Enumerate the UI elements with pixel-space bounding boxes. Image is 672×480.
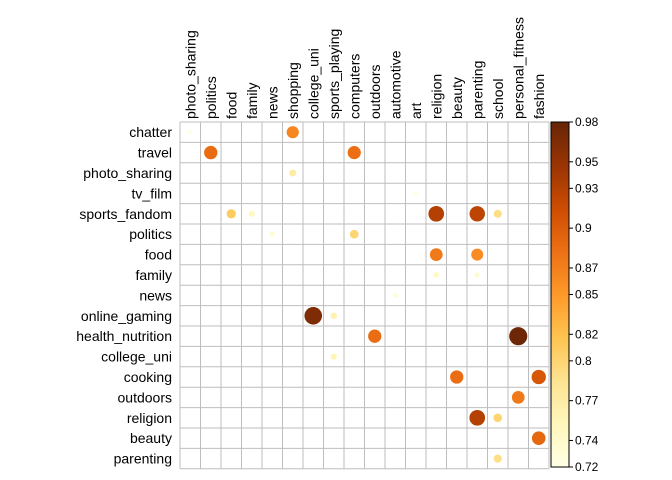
data-point bbox=[493, 413, 503, 423]
colorbar-tick-label: 0.77 bbox=[575, 394, 599, 408]
column-label: fashion bbox=[531, 74, 547, 119]
data-point bbox=[450, 370, 464, 384]
column-label: food bbox=[223, 92, 239, 119]
data-point bbox=[469, 206, 485, 222]
row-label: online_gaming bbox=[81, 308, 172, 324]
data-points bbox=[188, 126, 546, 463]
data-point bbox=[188, 129, 193, 135]
data-point bbox=[304, 307, 323, 325]
row-label: health_nutrition bbox=[76, 328, 172, 344]
column-label: photo_sharing bbox=[182, 30, 198, 119]
row-label: family bbox=[135, 267, 172, 283]
colorbar-tick-label: 0.72 bbox=[575, 460, 599, 474]
data-point bbox=[269, 231, 275, 237]
row-label: religion bbox=[127, 410, 172, 426]
colorbar-tick-label: 0.93 bbox=[575, 181, 599, 195]
colorbar: 0.72 0.74 0.77 0.8 0.82 0.85 0.87 0.9 0.93 0.95 0.… bbox=[550, 115, 599, 474]
row-label: beauty bbox=[130, 430, 172, 446]
column-label: sports_playing bbox=[326, 29, 342, 119]
row-label: college_uni bbox=[101, 349, 172, 365]
colorbar-tick-label: 0.85 bbox=[575, 288, 599, 302]
data-point bbox=[368, 329, 382, 343]
data-point bbox=[511, 391, 525, 404]
column-labels: photo_sharing politics food family news shopp… bbox=[182, 17, 547, 119]
column-label: beauty bbox=[449, 77, 465, 119]
column-label: news bbox=[264, 86, 280, 119]
column-label: personal_fitness bbox=[510, 17, 526, 119]
colorbar-tick-label: 0.95 bbox=[575, 155, 599, 169]
column-label: outdoors bbox=[367, 65, 383, 119]
data-point bbox=[471, 248, 484, 261]
data-point bbox=[286, 126, 299, 139]
colorbar-tick-label: 0.74 bbox=[575, 433, 599, 447]
column-label: computers bbox=[346, 54, 362, 119]
column-label: school bbox=[490, 79, 506, 119]
row-label: travel bbox=[138, 145, 172, 161]
row-label: politics bbox=[129, 226, 172, 242]
row-label: food bbox=[145, 247, 172, 263]
row-label: chatter bbox=[129, 124, 172, 140]
colorbar-tick-label: 0.82 bbox=[575, 327, 599, 341]
column-label: art bbox=[408, 103, 424, 119]
row-label: cooking bbox=[124, 369, 172, 385]
data-point bbox=[347, 146, 361, 160]
colorbar-tick-label: 0.98 bbox=[575, 115, 599, 129]
data-point bbox=[413, 191, 418, 196]
row-labels: chatter travel photo_sharing tv_film sports_… bbox=[76, 124, 172, 466]
column-label: shopping bbox=[285, 62, 301, 119]
column-label: college_uni bbox=[305, 48, 321, 119]
row-label: outdoors bbox=[118, 389, 172, 405]
row-label: news bbox=[139, 287, 172, 303]
data-point bbox=[349, 229, 359, 239]
data-point bbox=[493, 209, 502, 218]
data-point bbox=[469, 409, 486, 426]
data-point bbox=[226, 209, 236, 219]
data-point bbox=[433, 272, 440, 278]
data-point bbox=[392, 292, 398, 298]
data-point bbox=[428, 205, 445, 222]
row-label: photo_sharing bbox=[83, 165, 172, 181]
row-label: tv_film bbox=[132, 185, 172, 201]
colorbar-tick-label: 0.9 bbox=[575, 221, 592, 235]
row-label: parenting bbox=[114, 451, 172, 467]
column-label: automotive bbox=[387, 50, 403, 119]
column-label: parenting bbox=[469, 61, 485, 119]
row-label: sports_fandom bbox=[79, 206, 172, 222]
data-point bbox=[204, 145, 218, 160]
data-point bbox=[330, 353, 337, 360]
data-point bbox=[531, 431, 546, 445]
colorbar-tick-label: 0.8 bbox=[575, 354, 592, 368]
colorbar-scale bbox=[550, 121, 570, 468]
column-label: politics bbox=[203, 76, 219, 119]
data-point bbox=[474, 272, 480, 278]
column-label: religion bbox=[428, 74, 444, 119]
data-point bbox=[493, 454, 502, 463]
column-label: family bbox=[244, 82, 260, 119]
data-point bbox=[330, 312, 338, 320]
grid bbox=[179, 121, 550, 470]
data-point bbox=[289, 169, 297, 177]
data-point bbox=[531, 369, 546, 385]
data-point bbox=[509, 327, 528, 346]
colorbar-tick-label: 0.87 bbox=[575, 261, 599, 275]
data-point bbox=[429, 248, 443, 261]
data-point bbox=[248, 210, 255, 217]
